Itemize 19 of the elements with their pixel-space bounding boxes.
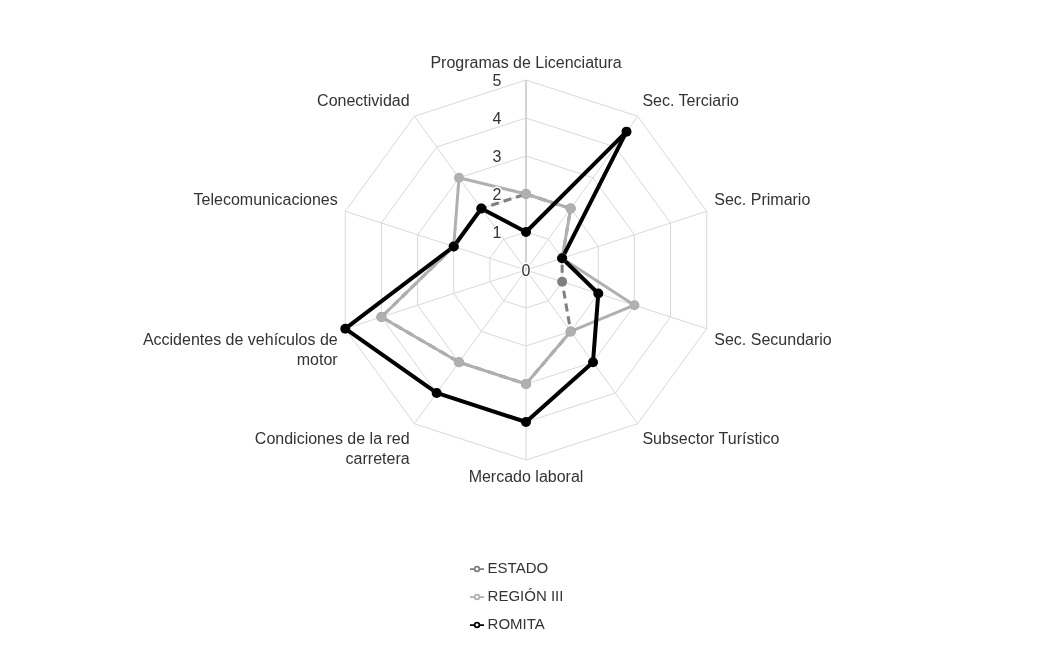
spoke-label: Sec. Primario: [714, 190, 811, 208]
y-tick-label: 2: [492, 185, 502, 203]
spoke-label: Conectividad: [317, 91, 410, 109]
legend-label: REGIÓN III: [487, 587, 564, 604]
y-tick-label: 4: [492, 109, 502, 127]
y-tick-label: 5: [492, 71, 502, 89]
y-tick-label: 3: [492, 147, 502, 165]
spoke-label: Sec. Secundario: [714, 331, 832, 349]
spoke-label: Accidentes de vehículos de motor: [142, 331, 339, 369]
legend-label: ROMITA: [487, 615, 545, 632]
spoke-label: Programas de Licenciatura: [430, 54, 622, 71]
spoke-label: Telecomunicaciones: [193, 190, 338, 208]
spoke-label: Condiciones de la red carretera: [254, 430, 410, 468]
y-tick-label: 0: [521, 261, 531, 279]
legend-label: ESTADO: [487, 559, 549, 576]
spoke-label: Sec. Terciario: [642, 91, 740, 109]
spoke-label: Subsector Turístico: [642, 430, 780, 448]
spoke-label: Mercado laboral: [468, 468, 584, 485]
y-tick-label: 1: [492, 223, 502, 241]
